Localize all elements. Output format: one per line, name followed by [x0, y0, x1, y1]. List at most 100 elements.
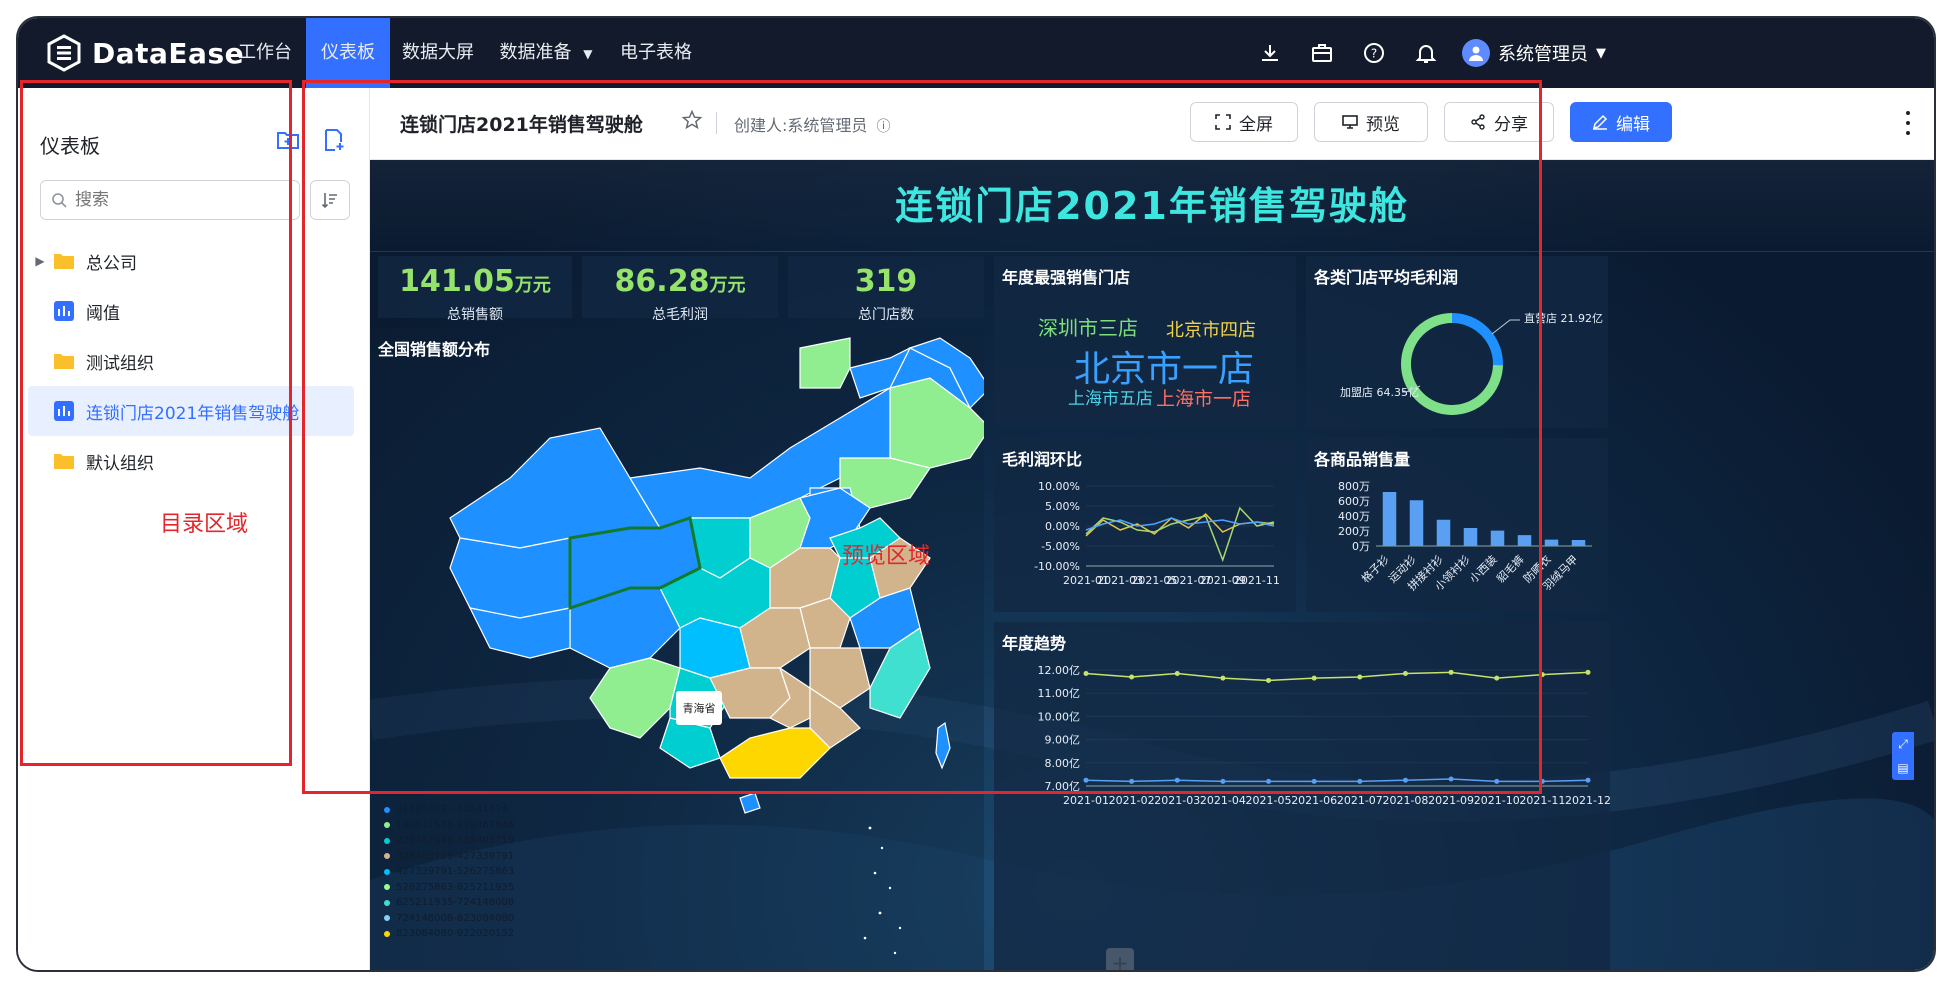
data-point[interactable]	[1585, 777, 1591, 783]
data-point[interactable]	[1494, 675, 1500, 681]
data-point[interactable]	[1448, 776, 1454, 782]
donut-slice[interactable]	[1451, 313, 1503, 366]
series-line[interactable]	[1085, 506, 1275, 563]
logo[interactable]: DataEase	[46, 32, 244, 74]
profit-mom-chart[interactable]: 10.00%5.00%0.00%-5.00%-10.00%2021-012021…	[994, 438, 1296, 612]
map-legend-item[interactable]: 328403719-427339791	[384, 851, 514, 862]
tree-item-head-office[interactable]: ▶ 总公司	[28, 236, 354, 286]
data-point[interactable]	[1585, 669, 1591, 675]
map-legend-item[interactable]: 31595502-130531574	[384, 804, 508, 815]
data-point[interactable]	[1539, 778, 1545, 784]
bar[interactable]	[1436, 519, 1451, 546]
data-point[interactable]	[1311, 675, 1317, 681]
chevron-down-icon: ▼	[1596, 45, 1606, 61]
user-menu[interactable]: 系统管理员 ▼	[1462, 39, 1606, 67]
data-point[interactable]	[1129, 778, 1135, 784]
kpi-card-total-sales: 141.05万元 总销售额	[378, 256, 572, 323]
bar[interactable]	[1571, 540, 1586, 546]
data-point[interactable]	[1402, 670, 1408, 676]
nav-item-dashboard[interactable]: 仪表板	[306, 18, 390, 88]
nav-item-spreadsheet[interactable]: 电子表格	[620, 42, 692, 63]
expand-icon[interactable]: ⤢	[1898, 736, 1908, 751]
share-button[interactable]: 分享	[1444, 102, 1554, 142]
map-legend-item[interactable]: 427339791-526275863	[384, 866, 514, 877]
avatar	[1462, 39, 1490, 67]
series-line[interactable]	[1085, 512, 1275, 537]
directory-region-label: 目录区域	[160, 512, 249, 537]
series-line[interactable]	[1085, 517, 1275, 531]
edit-button[interactable]: 编辑	[1570, 102, 1672, 142]
more-icon[interactable]	[1898, 108, 1918, 138]
product-sales-chart[interactable]: 800万600万400万200万0万格子衫运动衫拼接衬衫小领衬衫小西装貂毛裤防晒…	[1306, 438, 1608, 612]
map-tooltip: 青海省	[676, 691, 722, 725]
tree-item-threshold[interactable]: 阈值	[28, 286, 354, 336]
data-point[interactable]	[1494, 778, 1500, 784]
fullscreen-button[interactable]: 全屏	[1190, 102, 1298, 142]
donut-slice[interactable]	[1401, 313, 1503, 415]
bar[interactable]	[1517, 535, 1532, 546]
data-point[interactable]	[1083, 670, 1089, 676]
bar[interactable]	[1463, 528, 1478, 546]
preview-button[interactable]: 预览	[1314, 102, 1428, 142]
nav-item-data-screen[interactable]: 数据大屏	[402, 42, 474, 63]
new-folder-icon[interactable]	[274, 126, 302, 154]
data-point[interactable]	[1266, 778, 1272, 784]
help-icon[interactable]: ?	[1361, 40, 1387, 66]
series-line[interactable]	[1085, 778, 1589, 783]
data-point[interactable]	[1174, 777, 1180, 783]
data-point[interactable]	[1220, 778, 1226, 784]
data-point[interactable]	[1220, 675, 1226, 681]
bar[interactable]	[1409, 500, 1424, 546]
nav-item-workbench[interactable]: 工作台	[238, 42, 292, 63]
map-legend-item[interactable]: 724148008-823084080	[384, 913, 514, 924]
yearly-trend-chart[interactable]: 12.00亿 11.00亿 10.00亿 9.00亿 8.00亿 7.00亿2021-01…	[994, 622, 1611, 970]
yearly-trend-title: 年度趋势	[1002, 634, 1067, 653]
y-tick-label: 10.00亿	[1038, 710, 1081, 723]
map-legend-item[interactable]: 625211935-724148008	[384, 897, 514, 908]
document-icon[interactable]: ▤	[1897, 761, 1909, 776]
search-field[interactable]	[40, 180, 300, 220]
info-icon[interactable]: ⓘ	[876, 119, 891, 135]
data-point[interactable]	[1083, 777, 1089, 783]
data-point[interactable]	[1357, 674, 1363, 680]
briefcase-icon[interactable]	[1309, 40, 1335, 66]
bar[interactable]	[1382, 492, 1397, 546]
data-point[interactable]	[1357, 778, 1363, 784]
tree-item-label: 默认组织	[86, 453, 154, 474]
new-dashboard-icon[interactable]	[320, 126, 348, 154]
map-legend-item[interactable]: 130531574-229467646	[384, 820, 514, 831]
map-legend-item[interactable]: 229467646-328403719	[384, 835, 514, 846]
map-legend-item[interactable]: 823084080-922020152	[384, 928, 514, 939]
data-point[interactable]	[1539, 672, 1545, 678]
data-point[interactable]	[1311, 778, 1317, 784]
download-icon[interactable]	[1257, 40, 1283, 66]
data-point[interactable]	[1266, 677, 1272, 683]
y-tick-label: 11.00亿	[1038, 687, 1081, 700]
sort-button[interactable]	[310, 180, 350, 220]
caret-right-icon[interactable]: ▶	[35, 254, 45, 268]
data-point[interactable]	[1402, 777, 1408, 783]
legend-dot-icon	[384, 837, 390, 844]
top-navbar: DataEase 工作台 仪表板 数据大屏 数据准备 ▼ 电子表格 ?	[18, 18, 1934, 88]
svg-text:?: ?	[1371, 47, 1377, 61]
star-icon[interactable]	[681, 109, 703, 134]
tree-item-default-org[interactable]: 默认组织	[28, 436, 354, 486]
tree-item-sales-cockpit[interactable]: 连锁门店2021年销售驾驶舱	[28, 386, 354, 436]
legend-dot-icon	[384, 899, 390, 906]
data-point[interactable]	[1174, 670, 1180, 676]
x-tick-label: 貂毛裤	[1493, 552, 1526, 585]
nav-item-data-prep[interactable]: 数据准备 ▼	[486, 18, 606, 88]
series-line[interactable]	[1085, 671, 1589, 682]
map-legend-item[interactable]: 526275863-625211935	[384, 882, 514, 893]
map-title: 全国销售额分布	[378, 340, 491, 359]
data-point[interactable]	[1129, 674, 1135, 680]
bar[interactable]	[1490, 530, 1505, 546]
search-input[interactable]	[75, 190, 275, 210]
y-tick-label: 7.00亿	[1045, 780, 1081, 793]
data-point[interactable]	[1448, 669, 1454, 675]
tree-item-test-org[interactable]: 测试组织	[28, 336, 354, 386]
bell-icon[interactable]	[1413, 40, 1439, 66]
china-map[interactable]	[370, 328, 984, 970]
bar[interactable]	[1544, 539, 1559, 546]
